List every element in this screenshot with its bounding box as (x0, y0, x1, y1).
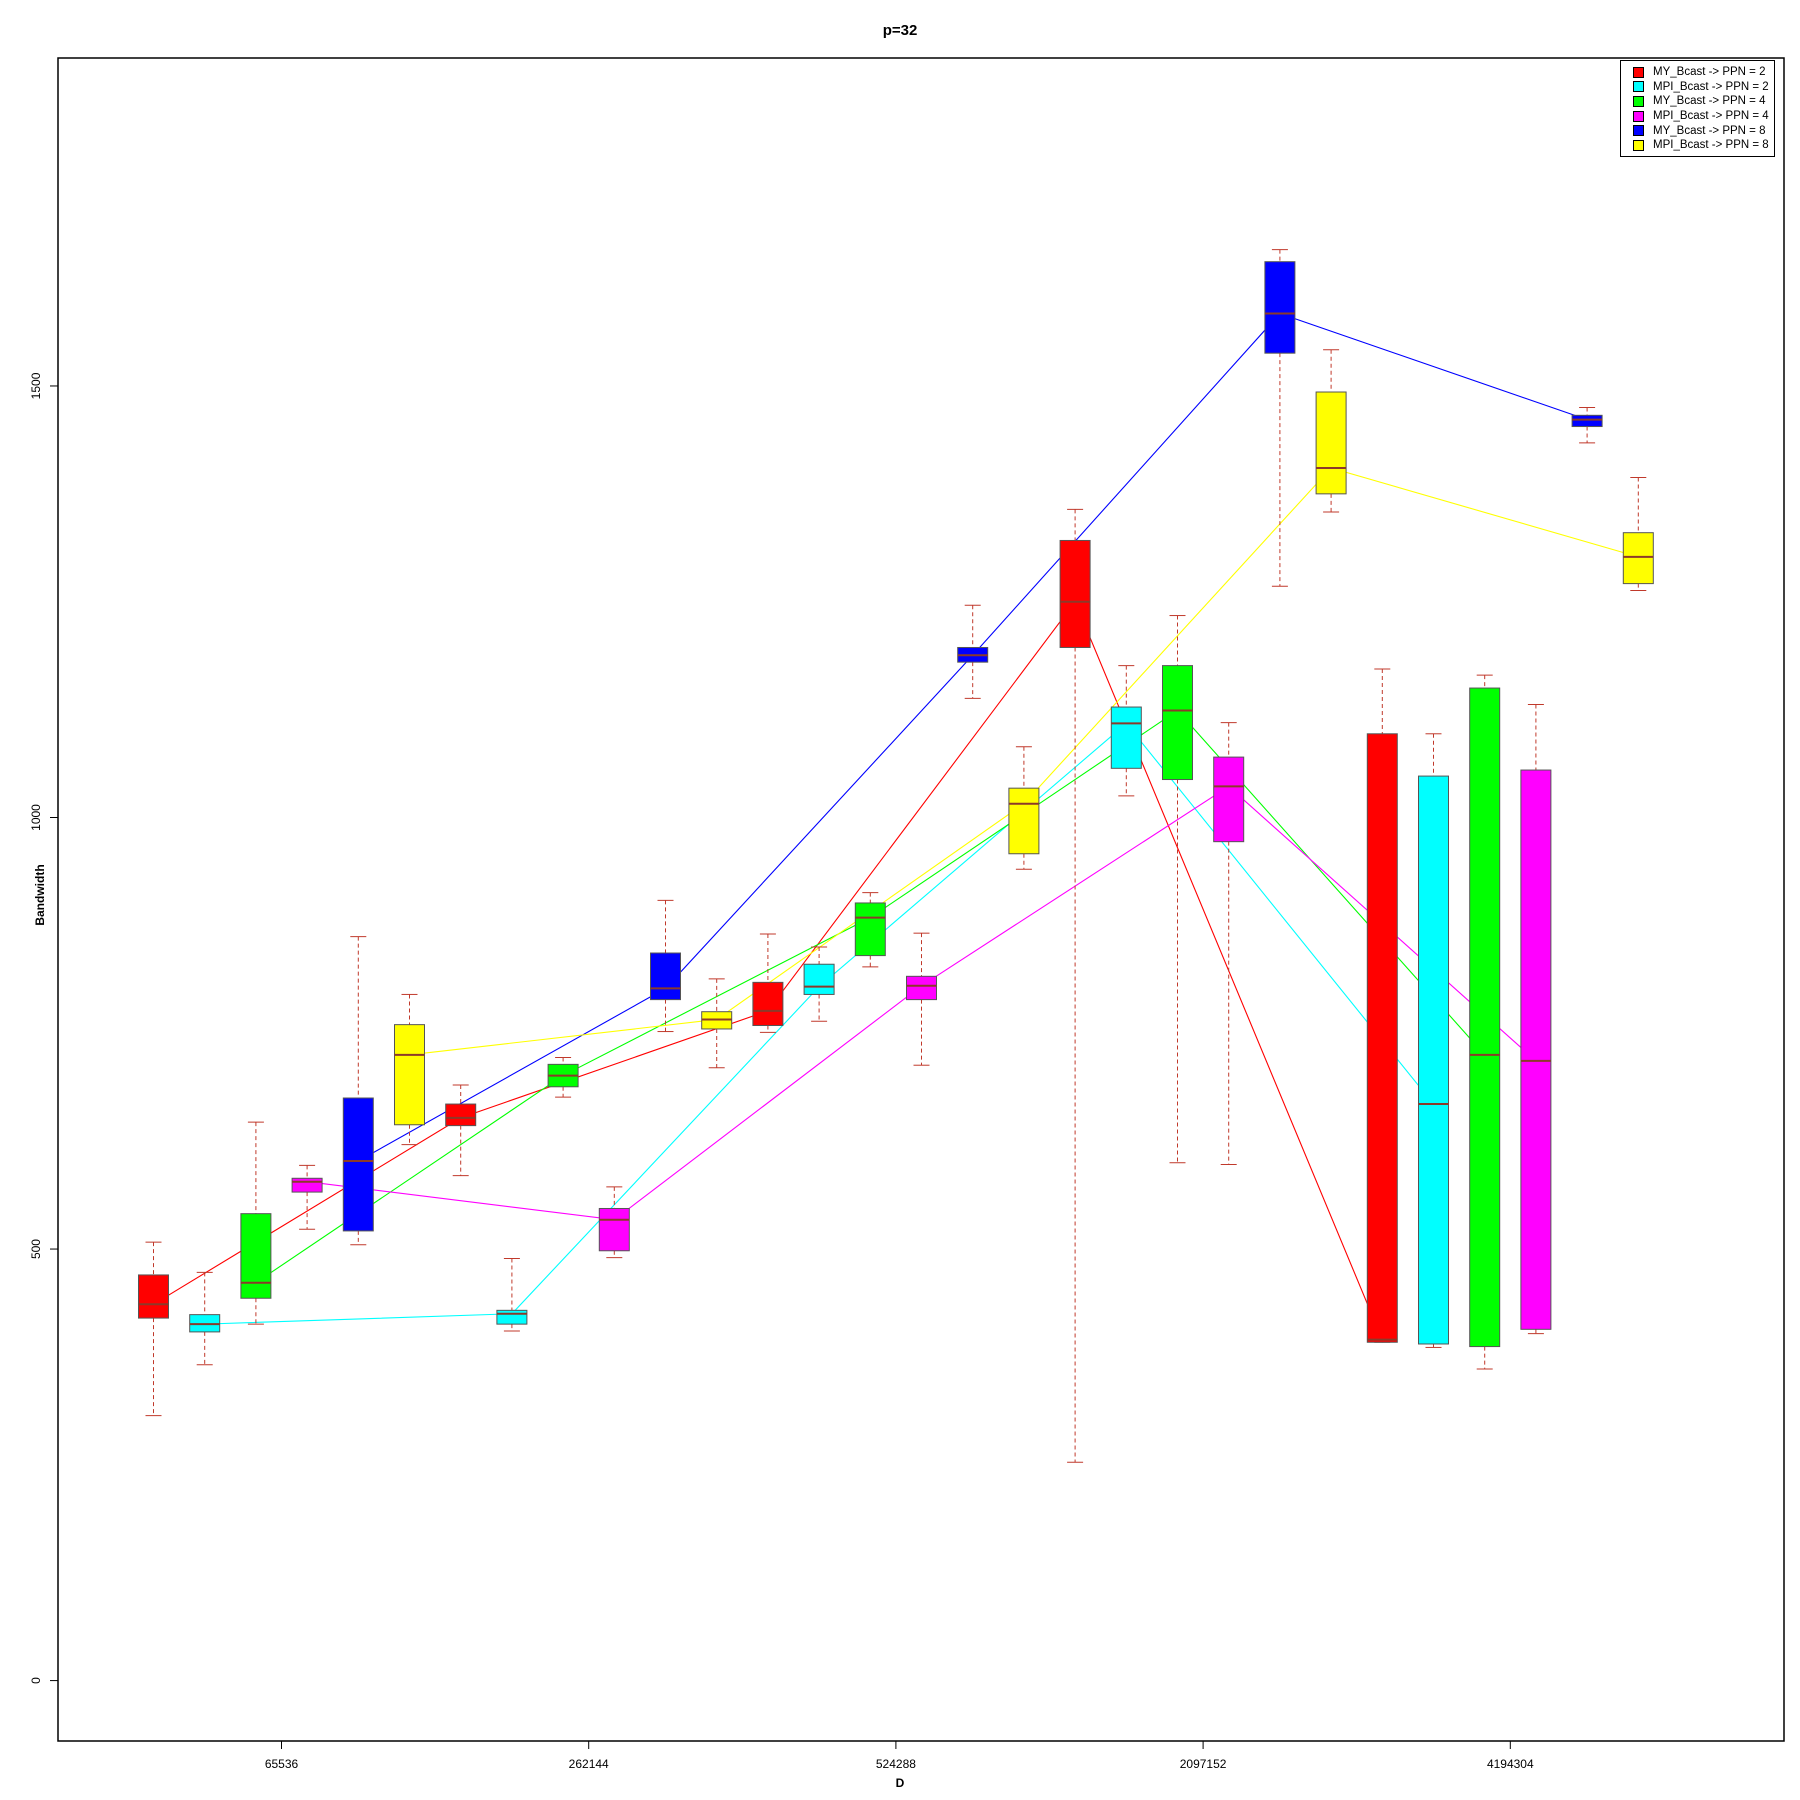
box (445, 1084, 477, 1177)
x-tick-label: 4194304 (1487, 1757, 1534, 1771)
plot-frame (57, 57, 1785, 1742)
legend-label: MY_Bcast -> PPN = 2 (1653, 66, 1766, 79)
box-body (1469, 687, 1501, 1348)
box-body (291, 1177, 323, 1193)
box-body (752, 981, 784, 1027)
box (189, 1271, 221, 1366)
legend: MY_Bcast -> PPN = 2 MPI_Bcast -> PPN = 2… (1620, 60, 1775, 157)
box-body (598, 1207, 630, 1252)
box (1110, 665, 1142, 797)
box-body (1571, 414, 1603, 428)
box-body (1162, 665, 1193, 781)
box-body (1418, 775, 1449, 1345)
series-line (204, 722, 1434, 1325)
box-body (496, 1309, 528, 1325)
box-body (1264, 261, 1296, 354)
box (1469, 674, 1501, 1370)
box (291, 1164, 323, 1230)
box-body (1110, 706, 1142, 769)
box (957, 604, 989, 699)
box (1622, 476, 1654, 592)
legend-label: MPI_Bcast -> PPN = 4 (1653, 110, 1769, 123)
legend-swatch (1633, 110, 1644, 122)
box-body (1366, 733, 1398, 1343)
box-body (803, 963, 835, 995)
box (394, 993, 425, 1146)
box (650, 899, 681, 1033)
y-tick-label: 1000 (29, 804, 43, 831)
box (1418, 733, 1449, 1348)
y-tick-label: 1500 (29, 372, 43, 399)
box (701, 978, 733, 1069)
box (598, 1186, 630, 1259)
legend-label: MPI_Bcast -> PPN = 2 (1653, 80, 1769, 93)
box (547, 1056, 579, 1098)
legend-swatch (1633, 125, 1644, 137)
legend-swatch (1633, 95, 1644, 107)
legend-item: MPI_Bcast -> PPN = 8 (1621, 138, 1774, 153)
box (1520, 703, 1552, 1335)
box-body (854, 902, 886, 957)
box-body (445, 1103, 477, 1127)
legend-label: MPI_Bcast -> PPN = 8 (1653, 139, 1769, 152)
box (906, 932, 937, 1066)
box-body (1520, 769, 1552, 1330)
box (752, 933, 784, 1033)
y-tick-label: 0 (29, 1677, 43, 1684)
box (1366, 668, 1398, 1343)
box (854, 892, 886, 968)
box-body (1008, 787, 1040, 855)
box-body (906, 975, 937, 1001)
legend-label: MY_Bcast -> PPN = 4 (1653, 95, 1766, 108)
box-body (1213, 756, 1245, 843)
y-axis: 0 500 1000 1500 (29, 372, 58, 1684)
box (1162, 615, 1193, 1164)
legend-item: MY_Bcast -> PPN = 2 (1621, 65, 1774, 80)
x-axis-title: D (895, 1776, 905, 1790)
x-tick-label: 2097152 (1180, 1757, 1227, 1771)
box-body (1622, 532, 1654, 585)
legend-swatch (1633, 66, 1644, 78)
legend-item: MPI_Bcast -> PPN = 4 (1621, 109, 1774, 124)
y-axis-title: Bandwidth (33, 864, 47, 926)
y-tick-label: 500 (29, 1239, 43, 1259)
legend-item: MY_Bcast -> PPN = 8 (1621, 123, 1774, 138)
legend-label: MY_Bcast -> PPN = 8 (1653, 124, 1766, 137)
legend-swatch (1633, 81, 1644, 93)
legend-item: MPI_Bcast -> PPN = 2 (1621, 80, 1774, 95)
box (138, 1241, 169, 1417)
boxes (138, 249, 1654, 1463)
x-tick-label: 65536 (265, 1757, 299, 1771)
x-axis: 65536 262144 524288 2097152 4194304 (265, 1741, 1534, 1771)
x-tick-label: 262144 (569, 1757, 609, 1771)
box-body (342, 1097, 374, 1232)
box-body (240, 1213, 272, 1299)
legend-item: MY_Bcast -> PPN = 4 (1621, 94, 1774, 109)
x-tick-label: 524288 (876, 1757, 916, 1771)
box (1315, 349, 1347, 513)
box-body (1059, 539, 1091, 648)
box (803, 946, 835, 1022)
box (1059, 508, 1091, 1463)
box (1264, 249, 1296, 587)
box (342, 936, 374, 1246)
box-body (138, 1274, 169, 1319)
median-connect-lines (153, 312, 1639, 1340)
box (496, 1258, 528, 1332)
box-body (650, 952, 681, 1001)
box (1571, 407, 1603, 444)
box (240, 1121, 272, 1325)
box-body (394, 1024, 425, 1126)
box-body (1315, 391, 1347, 495)
chart-title: p=32 (882, 22, 918, 39)
box (1213, 722, 1245, 1165)
box (1008, 746, 1040, 870)
legend-swatch (1633, 139, 1644, 151)
series-line (255, 709, 1486, 1284)
